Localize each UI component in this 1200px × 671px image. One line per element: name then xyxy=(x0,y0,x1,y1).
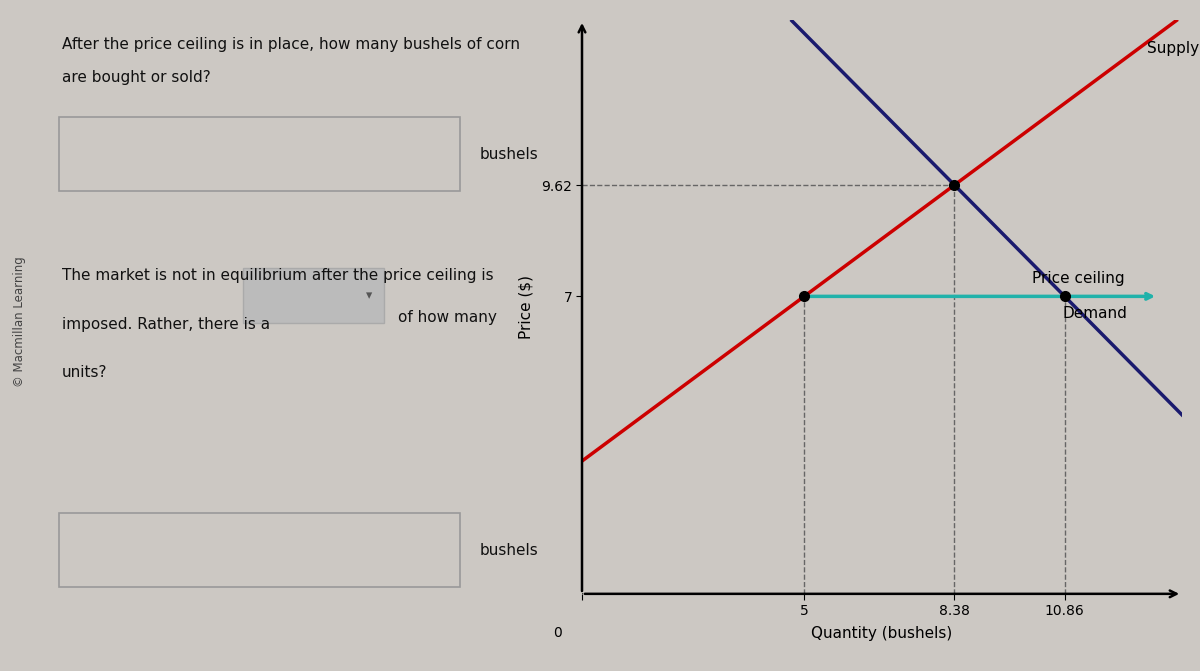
FancyBboxPatch shape xyxy=(59,513,460,587)
Text: The market is not in equilibrium after the price ceiling is: The market is not in equilibrium after t… xyxy=(62,268,493,283)
FancyBboxPatch shape xyxy=(242,268,384,323)
Text: ▾: ▾ xyxy=(366,289,372,303)
Text: bushels: bushels xyxy=(480,543,538,558)
Y-axis label: Price ($): Price ($) xyxy=(518,275,533,339)
Text: units?: units? xyxy=(62,365,108,380)
Text: Demand: Demand xyxy=(1062,307,1127,321)
X-axis label: Quantity (bushels): Quantity (bushels) xyxy=(811,626,953,641)
Text: bushels: bushels xyxy=(480,147,538,162)
Text: are bought or sold?: are bought or sold? xyxy=(62,70,211,85)
Text: 0: 0 xyxy=(553,625,562,639)
Text: © Macmillan Learning: © Macmillan Learning xyxy=(13,257,26,387)
Text: Supply: Supply xyxy=(1147,42,1199,56)
Text: After the price ceiling is in place, how many bushels of corn: After the price ceiling is in place, how… xyxy=(62,37,520,52)
Text: imposed. Rather, there is a: imposed. Rather, there is a xyxy=(62,317,270,331)
FancyBboxPatch shape xyxy=(59,117,460,191)
Text: Price ceiling: Price ceiling xyxy=(1032,270,1124,286)
Text: of how many: of how many xyxy=(397,310,497,325)
